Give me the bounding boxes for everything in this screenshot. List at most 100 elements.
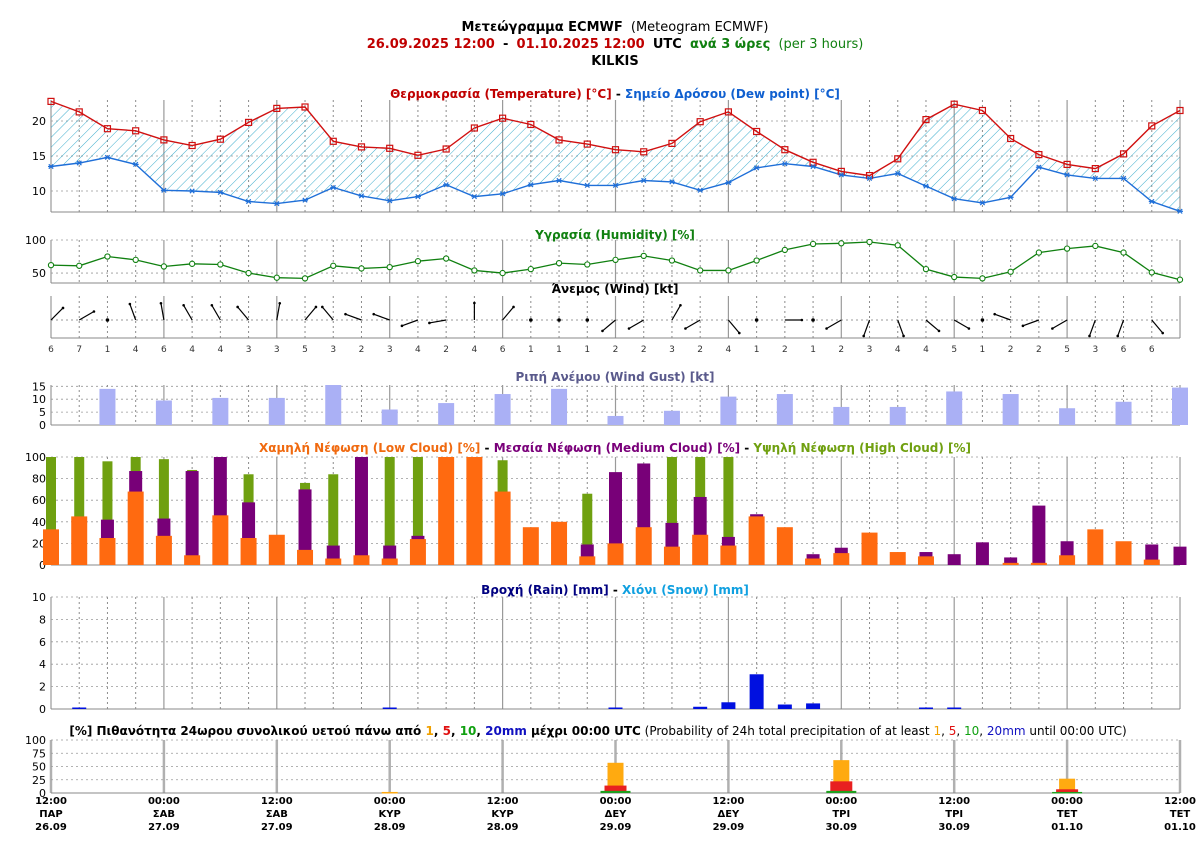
panel-title: Βροχή (Rain) [mm] - Χιόνι (Snow) [mm] [481,583,749,597]
dewpoint-mark [697,187,703,193]
medium-cloud-bar [185,471,199,565]
dewpoint-mark [754,165,760,171]
humidity-point [386,263,393,271]
x-day-label: ΤΡΙ [832,809,850,820]
gust-bar [1172,387,1188,425]
dewpoint-point [302,197,309,203]
wind-barb: 1 [754,318,759,355]
gust-bar [155,400,172,425]
dewpoint-point [273,200,280,207]
wind-speed-label: 4 [472,345,478,355]
humidity-point [442,255,450,262]
humidity-point [1092,242,1099,250]
low-cloud-bar [692,534,709,565]
y-tick-label: 20 [32,115,46,128]
panel-title: Άνεμος (Wind) [kt] [551,282,678,296]
gust-bar [212,397,229,425]
dewpoint-point [160,187,167,193]
panel-title-part: 20mm [485,724,527,738]
gust-bar [663,410,680,425]
x-date-label: 01.10 [1051,822,1083,833]
wind-barb: 4 [210,303,223,355]
high-cloud-bar [158,459,169,565]
wind-speed-label: 2 [838,345,844,355]
probability-bar [826,790,857,793]
dewpoint-mark [471,193,477,200]
temperature-point [781,146,789,154]
dewpoint-mark [76,160,82,166]
wind-tip [1161,331,1165,335]
dewpoint-point [556,177,563,184]
wind-calm-dot [105,318,110,322]
temperature-point [442,145,450,153]
gust-bar [607,415,624,425]
wind-barb: 5 [1051,319,1070,355]
wind-speed-label: 4 [726,345,732,355]
wind-tip [1116,334,1120,338]
temperature-point [1176,106,1184,115]
panel-title-part: 1 [425,724,433,738]
y-tick-label: 15 [32,380,46,393]
wind-shaft [50,307,64,321]
humidity-point [301,275,309,282]
dewpoint-point [810,163,817,170]
low-cloud-bar [353,555,370,565]
dewpoint-point [866,175,873,182]
wind-speed-label: 2 [613,345,619,355]
wind-barb: 6 [500,305,515,355]
y-tick-label: 100 [25,234,46,247]
wind-barb: 2 [782,318,804,355]
dewpoint-mark [1092,175,1098,182]
wind-speed-label: 4 [217,345,223,355]
wind-shaft [160,303,165,321]
y-tick-label: 40 [32,516,46,529]
wind-speed-label: 4 [415,345,421,355]
temperature-point [216,135,224,143]
wind-tip [512,305,515,309]
wind-barb: 2 [627,319,647,355]
low-cloud-bar [551,521,568,565]
low-cloud-bar [43,529,59,565]
wind-speed-label: 1 [810,345,816,355]
x-date-label: 28.09 [487,822,519,833]
panel-title-part: , [979,724,987,738]
wind-barb: 1 [810,318,816,355]
wind-barb: 1 [980,318,985,355]
rain-bar [721,702,736,709]
high-cloud-bar [384,457,395,565]
probability-bar [600,790,631,793]
humidity-point [160,263,168,270]
wind-barb: 3 [321,305,336,355]
panel-title-part: Υψηλή Νέφωση (High Cloud) [%] [752,441,971,455]
low-cloud-bar [268,534,285,565]
x-time-label: 00:00 [374,796,406,807]
dewpoint-point [922,183,929,189]
high-cloud-bar [102,461,113,565]
temperature-point [640,148,648,156]
wind-speed-label: 3 [274,345,280,355]
panel-title-part: , [476,724,485,738]
x-day-label: ΔΕΥ [717,809,740,820]
low-cloud-bar [99,538,116,565]
panel-title: Χαμηλή Νέφωση (Low Cloud) [%] - Μεσαία Ν… [259,441,971,455]
dewpoint-point [753,165,760,171]
dewpoint-mark [810,163,816,170]
wind-shaft [953,319,970,330]
dewpoint-mark [217,189,223,196]
wind-calm-dot [585,318,590,322]
gust-bar [889,406,906,425]
wind-shaft [1151,319,1164,334]
low-cloud-bar [297,549,314,565]
wind-shaft [373,313,390,321]
y-tick-label: 25 [32,774,46,787]
medium-cloud-bar [1004,557,1018,565]
low-cloud-bar [184,555,201,565]
wind-speed-label: 2 [443,345,449,355]
panel-title-part: - [609,583,622,597]
wind-tip [1088,334,1091,338]
y-tick-label: 2 [39,681,46,694]
x-day-label: ΤΕΤ [1170,809,1191,820]
dewpoint-point [584,182,591,189]
dewpoint-mark [584,182,590,189]
dewpoint-point [217,189,224,196]
